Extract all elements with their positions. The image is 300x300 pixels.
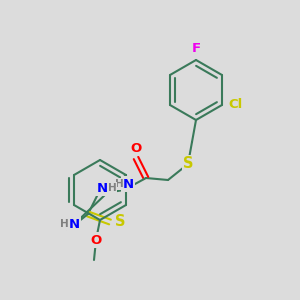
Text: H: H bbox=[115, 179, 123, 189]
Text: Cl: Cl bbox=[229, 98, 243, 112]
Text: N: N bbox=[122, 178, 134, 190]
Text: H: H bbox=[108, 183, 116, 193]
Text: F: F bbox=[191, 41, 201, 55]
Text: S: S bbox=[115, 214, 125, 230]
Text: N: N bbox=[68, 218, 80, 230]
Text: O: O bbox=[130, 142, 142, 154]
Text: N: N bbox=[96, 182, 108, 194]
Text: H: H bbox=[60, 219, 68, 229]
Text: O: O bbox=[90, 233, 102, 247]
Text: S: S bbox=[183, 157, 193, 172]
